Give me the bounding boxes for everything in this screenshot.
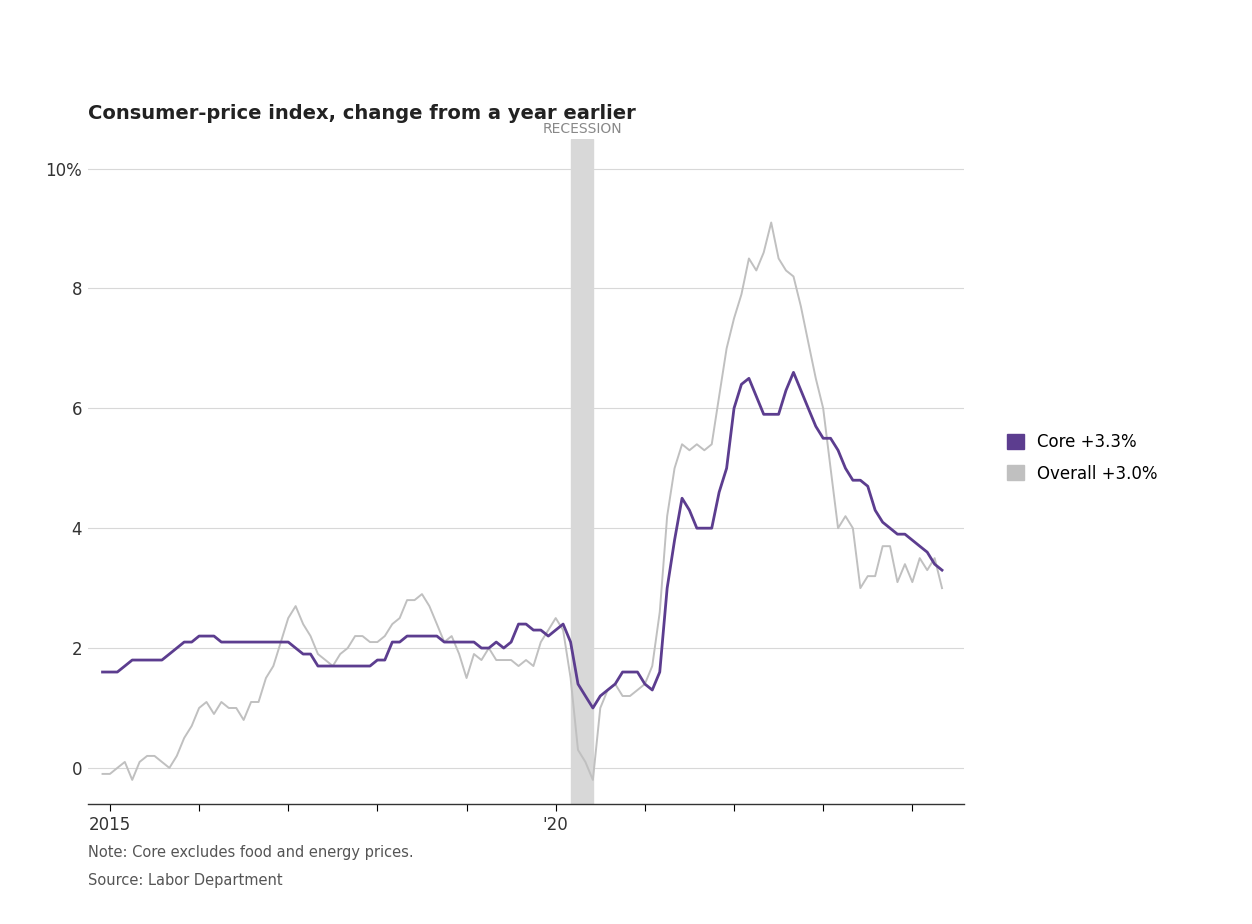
Legend: Core +3.3%, Overall +3.0%: Core +3.3%, Overall +3.0% — [1008, 433, 1158, 482]
Text: RECESSION: RECESSION — [542, 122, 622, 136]
Text: Note: Core excludes food and energy prices.: Note: Core excludes food and energy pric… — [88, 845, 413, 860]
Text: Consumer-price index, change from a year earlier: Consumer-price index, change from a year… — [88, 104, 635, 123]
Text: Source: Labor Department: Source: Labor Department — [88, 873, 282, 888]
Bar — [571, 139, 593, 804]
